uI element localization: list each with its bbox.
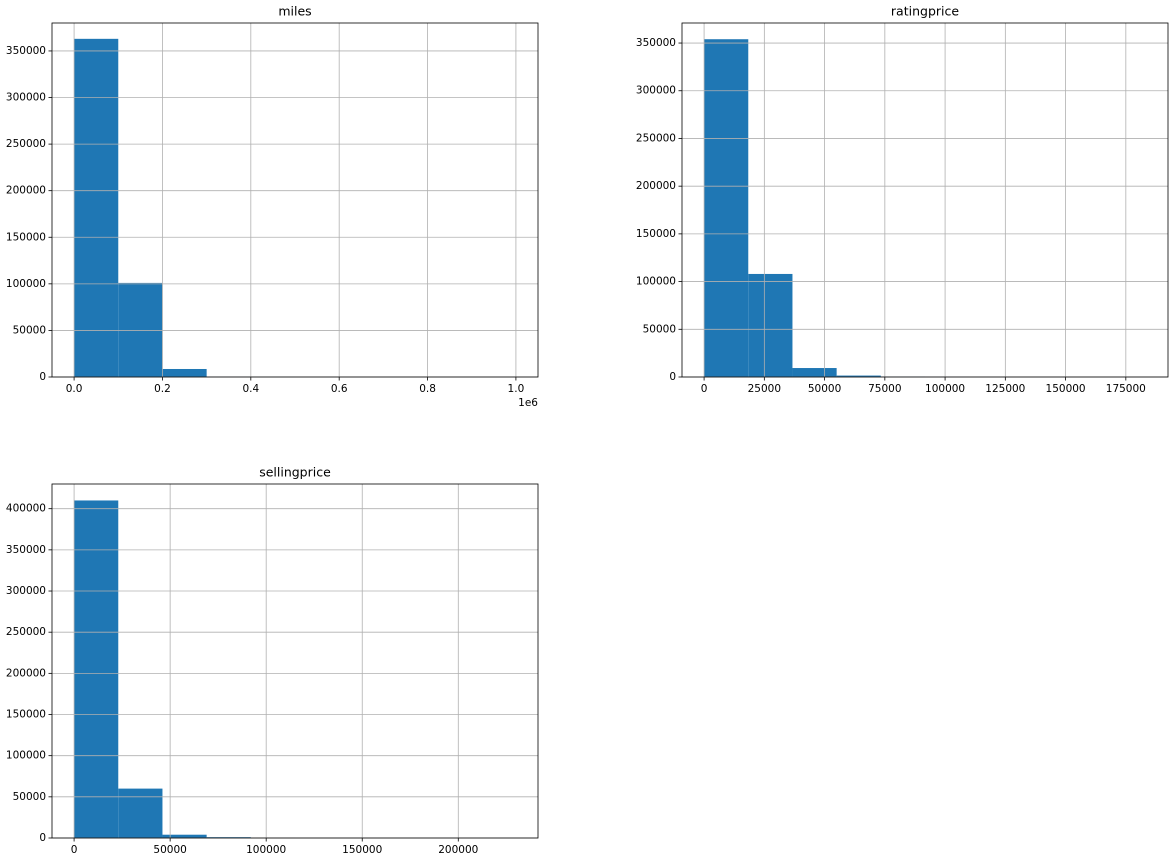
x-tick-label: 25000 (748, 383, 781, 395)
y-tick-label: 200000 (636, 180, 676, 192)
y-tick-label: 250000 (636, 132, 676, 144)
bar (836, 375, 881, 377)
y-tick-label: 150000 (636, 228, 676, 240)
x-tick-label: 0.4 (242, 383, 259, 395)
bar (74, 38, 119, 377)
y-tick-label: 250000 (6, 626, 46, 638)
bar (792, 368, 837, 377)
y-tick-label: 150000 (6, 231, 46, 243)
x-tick-label: 0 (701, 383, 708, 395)
subplot-title: miles (278, 4, 311, 19)
bar (118, 282, 163, 377)
y-tick-label: 350000 (6, 544, 46, 556)
bar (704, 39, 749, 378)
subplot-title: ratingprice (891, 4, 959, 19)
y-tick-label: 300000 (636, 85, 676, 97)
y-tick-label: 200000 (6, 667, 46, 679)
y-tick-label: 100000 (636, 276, 676, 288)
x-tick-label: 150000 (1046, 383, 1086, 395)
bar (748, 273, 793, 377)
bar (118, 788, 163, 838)
y-tick-label: 150000 (6, 709, 46, 721)
y-tick-label: 300000 (6, 92, 46, 104)
axes-frame (681, 22, 1169, 378)
x-tick-label: 0.6 (331, 383, 348, 395)
x-tick-label: 1.0 (508, 383, 525, 395)
x-tick-label: 0.0 (66, 383, 83, 395)
y-tick-label: 50000 (13, 324, 46, 336)
y-tick-label: 400000 (6, 503, 46, 515)
y-tick-label: 50000 (13, 791, 46, 803)
bar (162, 368, 207, 377)
y-tick-label: 200000 (6, 185, 46, 197)
x-tick-label: 100000 (925, 383, 965, 395)
axis-offset-label: 1e6 (518, 397, 538, 409)
x-tick-label: 0 (71, 844, 78, 856)
x-tick-label: 75000 (868, 383, 901, 395)
y-tick-label: 250000 (6, 138, 46, 150)
y-tick-label: 300000 (6, 585, 46, 597)
subplot-title: sellingprice (259, 465, 331, 480)
x-tick-label: 0.2 (154, 383, 171, 395)
y-tick-label: 0 (39, 832, 46, 844)
x-tick-label: 0.8 (419, 383, 436, 395)
y-tick-label: 0 (669, 371, 676, 383)
y-tick-label: 350000 (6, 45, 46, 57)
bar (162, 834, 207, 838)
y-tick-label: 100000 (6, 750, 46, 762)
x-tick-label: 175000 (1106, 383, 1146, 395)
bar (74, 500, 119, 838)
x-tick-label: 50000 (153, 844, 186, 856)
y-tick-label: 0 (39, 371, 46, 383)
x-tick-label: 125000 (985, 383, 1025, 395)
bar (206, 837, 251, 838)
x-tick-label: 200000 (438, 844, 478, 856)
y-tick-label: 350000 (636, 37, 676, 49)
x-tick-label: 150000 (342, 844, 382, 856)
x-tick-label: 50000 (808, 383, 841, 395)
x-tick-label: 100000 (246, 844, 286, 856)
y-tick-label: 50000 (643, 323, 676, 335)
axes-frame (51, 22, 539, 378)
axes-frame (51, 483, 539, 839)
y-tick-label: 100000 (6, 278, 46, 290)
